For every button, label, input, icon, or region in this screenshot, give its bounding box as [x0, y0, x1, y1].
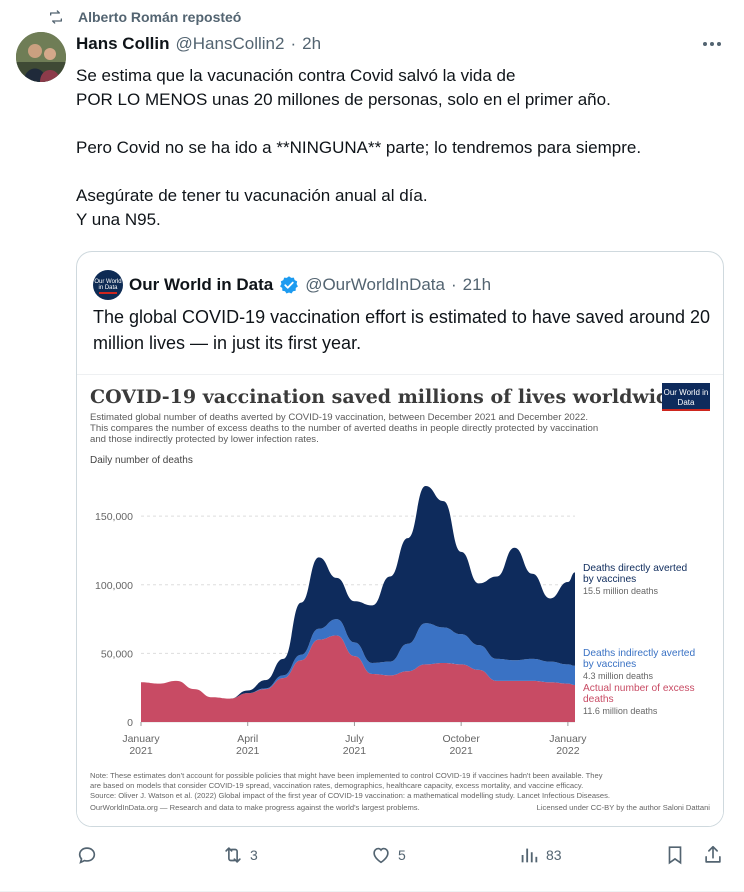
x-tick-label: January — [122, 733, 160, 745]
author-handle[interactable]: @HansCollin2 — [175, 34, 285, 53]
chart-image[interactable]: COVID-19 vaccination saved millions of l… — [77, 374, 723, 826]
series-label: Deaths indirectly averted — [583, 648, 695, 659]
series-total: 4.3 million deaths — [583, 671, 654, 681]
quoted-avatar-text: Our World in Data — [94, 279, 122, 291]
verified-badge-icon — [280, 276, 299, 294]
series-total: 15.5 million deaths — [583, 586, 659, 596]
chart-source: Source: Oliver J. Watson et al. (2022) G… — [90, 791, 610, 800]
repost-text: Alberto Román reposteó — [78, 9, 242, 25]
series-label: by vaccines — [583, 574, 636, 585]
x-tick-label: January — [549, 733, 587, 745]
author-avatar[interactable] — [16, 32, 66, 82]
bookmark-button[interactable] — [664, 844, 686, 866]
area-series-2 — [141, 485, 575, 699]
x-tick-label: 2021 — [129, 745, 153, 757]
chart-title: COVID-19 vaccination saved millions of l… — [90, 386, 681, 408]
tweet-paragraph: Se estima que la vacunación contra Covid… — [76, 66, 611, 109]
repost-icon — [50, 10, 62, 24]
quoted-author-name[interactable]: Our World in Data — [129, 275, 274, 294]
y-tick-label: 0 — [127, 717, 133, 729]
area-series-0 — [141, 635, 575, 722]
x-tick-label: 2021 — [236, 745, 260, 757]
tweet-paragraph: Asegúrate de tener tu vacunación anual a… — [76, 186, 428, 229]
series-label: Deaths directly averted — [583, 563, 688, 574]
repost-indicator: Alberto Román reposteó — [48, 9, 241, 25]
series-label: by vaccines — [583, 659, 636, 670]
reply-button[interactable] — [76, 844, 104, 866]
quoted-tweet-card[interactable]: Our World in Data Our World in Data @Our… — [76, 251, 724, 827]
tweet-header: Hans Collin @HansCollin2 · 2h — [76, 34, 321, 54]
x-tick-label: 2021 — [449, 745, 473, 757]
chart-note: Note: These estimates don't account for … — [90, 771, 603, 780]
series-label: Actual number of excess — [583, 683, 695, 694]
series-total: 11.6 million deaths — [583, 706, 658, 716]
chart-footer-left: OurWorldInData.org — Research and data t… — [90, 803, 420, 812]
y-axis-label: Daily number of deaths — [90, 455, 193, 466]
x-tick-label: April — [237, 733, 258, 745]
views-count: 83 — [546, 847, 562, 863]
share-icon — [705, 845, 721, 863]
owid-logo-underline — [662, 409, 710, 411]
tweet-paragraph: Pero Covid no se ha ido a **NINGUNA** pa… — [76, 138, 642, 157]
quoted-tweet-header: Our World in Data Our World in Data @Our… — [93, 270, 491, 300]
owid-logo — [662, 383, 710, 411]
heart-icon — [373, 847, 389, 864]
chart-subtitle: Estimated global number of deaths averte… — [90, 412, 588, 423]
views-button[interactable]: 83 — [518, 844, 562, 866]
quoted-author-avatar[interactable]: Our World in Data — [93, 270, 123, 300]
tweet-text: Se estima que la vacunación contra Covid… — [76, 64, 726, 232]
area-chart: COVID-19 vaccination saved millions of l… — [77, 375, 723, 826]
y-tick-label: 50,000 — [101, 648, 133, 660]
like-count: 5 — [398, 847, 406, 863]
views-chart-icon — [521, 848, 538, 863]
repost-button[interactable]: 3 — [222, 844, 258, 866]
quoted-tweet-text: The global COVID-19 vaccination effort i… — [93, 307, 711, 353]
separator-dot: · — [290, 34, 297, 53]
chart-footer-right: Licensed under CC-BY by the author Salon… — [537, 803, 711, 812]
quoted-tweet-time[interactable]: 21h — [462, 275, 492, 294]
x-tick-label: 2022 — [556, 745, 580, 757]
bookmark-icon — [668, 846, 682, 865]
share-button[interactable] — [702, 844, 724, 866]
x-tick-label: October — [442, 733, 480, 745]
chart-subtitle: and those indirectly protected by lower … — [90, 434, 319, 445]
area-series-1 — [141, 619, 575, 699]
series-label: deaths — [583, 694, 614, 705]
y-tick-label: 100,000 — [95, 580, 133, 592]
tweet-time[interactable]: 2h — [302, 34, 322, 53]
more-options-icon[interactable] — [702, 38, 722, 50]
author-name[interactable]: Hans Collin — [76, 34, 170, 53]
repost-icon — [225, 847, 241, 863]
reply-icon — [78, 847, 96, 864]
chart-subtitle: This compares the number of excess death… — [90, 423, 598, 434]
owid-logo-text: Our World in — [664, 388, 709, 397]
separator-dot: · — [450, 275, 457, 294]
chart-note: are based on models that consider COVID-… — [90, 781, 583, 790]
repost-count: 3 — [250, 847, 258, 863]
x-tick-label: July — [345, 733, 364, 745]
quoted-author-handle[interactable]: @OurWorldInData — [305, 275, 445, 294]
y-tick-label: 150,000 — [95, 511, 133, 523]
owid-logo-text: Data — [678, 398, 695, 407]
x-tick-label: 2021 — [343, 745, 367, 757]
tweet-actions: 3 5 83 — [76, 844, 728, 872]
like-button[interactable]: 5 — [370, 844, 406, 866]
